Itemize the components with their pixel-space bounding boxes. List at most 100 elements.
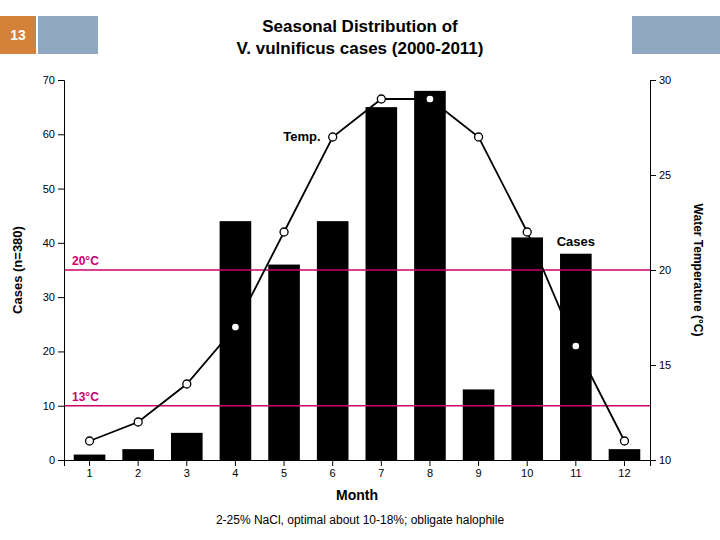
marker xyxy=(475,133,483,141)
y2-axis-tick: 25 xyxy=(650,169,671,181)
tick-label: 11 xyxy=(570,467,581,479)
y-axis-title: Cases (n=380) xyxy=(10,226,25,314)
tick-mark xyxy=(650,175,656,176)
tick-mark xyxy=(381,460,382,466)
plot-area xyxy=(64,91,650,460)
chart-container: 13Seasonal Distribution ofV. vulnificus … xyxy=(0,0,720,540)
x-axis-tick: 10 xyxy=(521,460,533,479)
x-axis-tick: 9 xyxy=(476,460,482,479)
bar xyxy=(609,449,641,460)
y-axis-tick: 10 xyxy=(43,400,64,412)
y-axis-tick: 40 xyxy=(43,237,64,249)
y2-axis: 10 15 20 25 30 xyxy=(650,74,671,466)
subtitle: 2-25% NaCl, optimal about 10-18%; obliga… xyxy=(216,513,505,527)
marker xyxy=(134,418,142,426)
x-axis-tick: 5 xyxy=(281,460,287,479)
y2-axis-tick: 20 xyxy=(650,264,671,276)
marker xyxy=(86,437,94,445)
tick-label: 30 xyxy=(43,291,55,303)
tick-label: 6 xyxy=(330,467,336,479)
tick-label: 7 xyxy=(378,467,384,479)
tick-label: 60 xyxy=(43,128,55,140)
tick-mark xyxy=(650,80,656,81)
y-axis: 0 10 20 30 40 50 60 70 xyxy=(43,74,65,466)
tick-label: 70 xyxy=(43,74,55,86)
x-axis-title: Month xyxy=(336,487,378,503)
sidebar-right xyxy=(632,16,720,54)
bar xyxy=(171,433,203,460)
tick-label: 2 xyxy=(135,467,141,479)
bar xyxy=(414,91,446,460)
marker xyxy=(183,380,191,388)
tick-mark xyxy=(58,406,64,407)
slide-number: 13 xyxy=(10,27,26,43)
x-axis-tick: 11 xyxy=(570,460,581,479)
tick-label: 4 xyxy=(232,467,238,479)
tick-mark xyxy=(186,460,187,466)
x-axis-tick: 2 xyxy=(135,460,141,479)
tick-mark xyxy=(58,351,64,352)
tick-label: 20 xyxy=(43,345,55,357)
axis-line xyxy=(58,81,65,461)
tick-label: 15 xyxy=(659,359,671,371)
axis-line xyxy=(651,81,657,461)
reference-line xyxy=(64,269,650,271)
bar xyxy=(317,221,349,460)
marker xyxy=(620,437,628,445)
tick-mark xyxy=(58,134,64,135)
tick-label: 10 xyxy=(521,467,533,479)
tick-label: 9 xyxy=(476,467,482,479)
y-axis-tick: 50 xyxy=(43,183,64,195)
tick-mark xyxy=(58,80,64,81)
marker xyxy=(280,228,288,236)
tick-mark xyxy=(138,460,139,466)
marker xyxy=(329,133,337,141)
y2-axis-title: Water Temperature (°C) xyxy=(691,204,705,337)
tick-mark xyxy=(89,460,90,466)
tick-label: 8 xyxy=(427,467,433,479)
y2-axis-tick: 30 xyxy=(650,74,671,86)
marker xyxy=(523,228,531,236)
tick-mark xyxy=(58,243,64,244)
reference-label: 13°C xyxy=(72,390,99,404)
x-axis-tick: 1 xyxy=(86,460,92,479)
tick-label: 3 xyxy=(184,467,190,479)
tick-mark xyxy=(624,460,625,466)
slide-badge xyxy=(0,16,36,54)
reference-line xyxy=(64,405,650,407)
tick-mark xyxy=(235,460,236,466)
y-axis-tick: 30 xyxy=(43,291,64,303)
tick-label: 1 xyxy=(86,467,92,479)
tick-mark xyxy=(650,270,656,271)
y-axis-tick: 0 xyxy=(49,454,64,466)
series-label: Temp. xyxy=(283,129,320,144)
bar xyxy=(366,107,398,460)
series-label: Cases xyxy=(557,234,595,249)
marker xyxy=(426,95,434,103)
chart-svg: 13Seasonal Distribution ofV. vulnificus … xyxy=(0,0,720,540)
y2-axis-tick: 10 xyxy=(650,454,671,466)
bar xyxy=(463,389,495,460)
axis-line xyxy=(65,461,651,467)
line xyxy=(90,99,625,441)
tick-mark xyxy=(527,460,528,466)
tick-label: 20 xyxy=(659,264,671,276)
tick-label: 12 xyxy=(618,467,630,479)
marker xyxy=(377,95,385,103)
x-axis-tick: 3 xyxy=(184,460,190,479)
tick-label: 5 xyxy=(281,467,287,479)
x-axis-tick: 12 xyxy=(618,460,630,479)
tick-mark xyxy=(429,460,430,466)
bar xyxy=(560,254,592,460)
tick-mark xyxy=(58,460,64,461)
y2-axis-tick: 15 xyxy=(650,359,671,371)
tick-label: 10 xyxy=(43,400,55,412)
tick-mark xyxy=(478,460,479,466)
y-axis-tick: 60 xyxy=(43,128,64,140)
marker xyxy=(231,323,239,331)
bar xyxy=(74,455,106,460)
tick-label: 30 xyxy=(659,74,671,86)
tick-label: 40 xyxy=(43,237,55,249)
reference-label: 20°C xyxy=(72,254,99,268)
x-axis-tick: 7 xyxy=(378,460,384,479)
